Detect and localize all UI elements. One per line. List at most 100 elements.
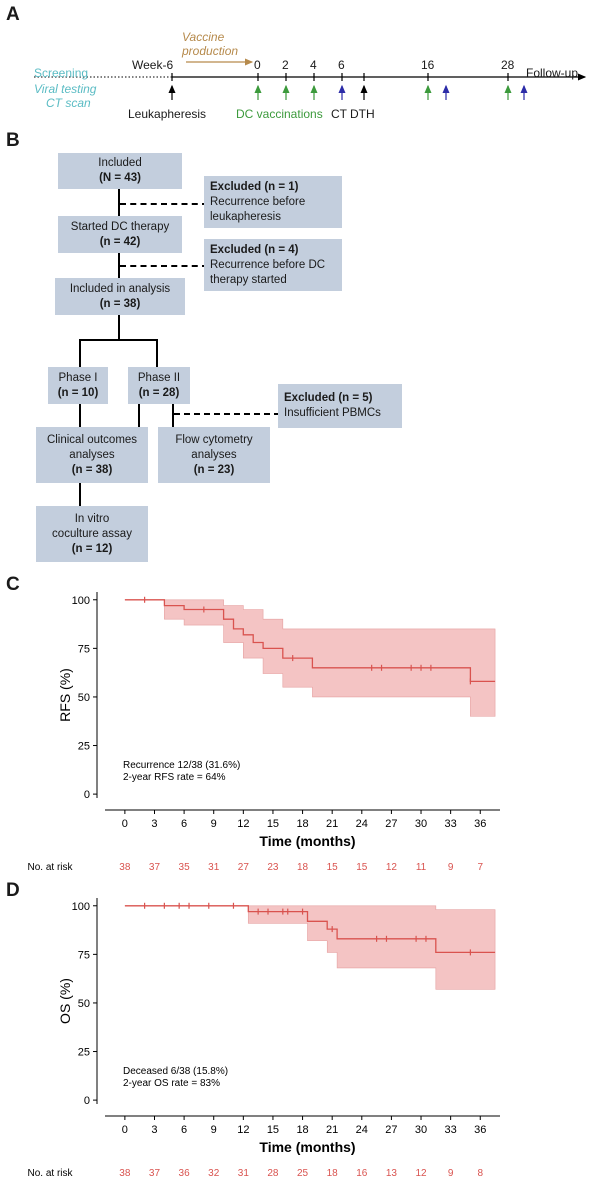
x-tick-label: 27 [385, 818, 397, 830]
x-tick-label: 6 [181, 1124, 187, 1136]
box-phase2-line2: (n = 28) [138, 386, 180, 399]
box-flowcyto-line3: (n = 23) [193, 463, 235, 476]
y-tick-label: 50 [78, 692, 90, 704]
box-included-line2: (N = 43) [99, 172, 141, 184]
box-clinical-line3: (n = 38) [71, 463, 113, 476]
at-risk-count: 32 [208, 1168, 220, 1179]
box-invitro-line1: In vitro [74, 512, 110, 525]
ct-label: CT [331, 107, 347, 121]
x-tick-label: 27 [385, 1124, 397, 1136]
at-risk-count: 27 [238, 862, 250, 873]
x-tick-label: 12 [237, 818, 249, 830]
viral-testing-label: Viral testing [34, 82, 97, 96]
connector [79, 339, 158, 341]
box-flowcyto-line1: Flow cytometry [175, 433, 253, 446]
at-risk-count: 31 [238, 1168, 250, 1179]
follow-up-label: Follow-up [526, 66, 579, 80]
tick-label-28: 28 [501, 58, 515, 72]
box-excluded-3: Excluded (n = 5) Insufficient PBMCs [278, 384, 402, 428]
exclusion-connector [120, 203, 208, 205]
y-axis-title: RFS (%) [57, 668, 73, 722]
box-invitro-line3: (n = 12) [71, 542, 113, 555]
at-risk-count: 9 [448, 862, 454, 873]
survival-curve [124, 905, 496, 954]
x-tick-label: 6 [181, 818, 187, 830]
connector [138, 403, 140, 427]
box-excluded-1-line2: leukapheresis [210, 210, 281, 223]
x-tick-label: 21 [326, 1124, 338, 1136]
x-tick-label: 36 [474, 818, 486, 830]
event-summary: Deceased 6/38 (15.8%) [123, 1066, 228, 1077]
x-tick-label: 3 [151, 818, 157, 830]
at-risk-count: 31 [208, 862, 220, 873]
box-included-line1: Included [98, 157, 142, 169]
y-tick-label: 75 [78, 643, 90, 655]
y-tick-label: 50 [78, 998, 90, 1010]
connector [79, 482, 81, 506]
at-risk-label: No. at risk [27, 1168, 73, 1179]
x-tick-label: 24 [356, 818, 368, 830]
box-started-dc: Started DC therapy (n = 42) [58, 216, 182, 253]
tick-label-6: 6 [338, 58, 345, 72]
box-phase2-line1: Phase II [137, 371, 181, 384]
at-risk-count: 18 [297, 862, 309, 873]
connector [118, 252, 120, 278]
box-analysis-line2: (n = 38) [99, 297, 141, 310]
at-risk-count: 7 [477, 862, 483, 873]
at-risk-count: 35 [179, 862, 191, 873]
exclusion-connector [120, 265, 208, 267]
y-tick-label: 25 [78, 741, 90, 753]
box-phase1-line1: Phase I [58, 371, 98, 384]
box-phase1-line2: (n = 10) [57, 386, 99, 399]
y-tick-label: 0 [84, 1095, 90, 1107]
x-tick-label: 30 [415, 818, 427, 830]
at-risk-count: 11 [416, 862, 427, 873]
x-tick-label: 0 [122, 818, 128, 830]
box-excluded-1-head: Excluded (n = 1) [210, 180, 299, 193]
box-included-analysis: Included in analysis (n = 38) [55, 278, 185, 315]
x-axis-title: Time (months) [259, 1139, 355, 1155]
y-axis-title: OS (%) [57, 978, 73, 1024]
dc-vaccinations-label: DC vaccinations [236, 107, 323, 121]
box-excluded-2-head: Excluded (n = 4) [210, 243, 299, 256]
x-axis-title: Time (months) [259, 833, 355, 849]
box-started-line1: Started DC therapy [70, 220, 170, 233]
x-tick-label: 9 [211, 818, 217, 830]
at-risk-count: 9 [448, 1168, 454, 1179]
at-risk-count: 13 [386, 1168, 398, 1179]
at-risk-count: 15 [327, 862, 339, 873]
event-summary: Recurrence 12/38 (31.6%) [123, 760, 240, 771]
at-risk-count: 25 [297, 1168, 309, 1179]
box-excluded-2: Excluded (n = 4) Recurrence before DC th… [204, 239, 342, 291]
box-excluded-3-line1: Insufficient PBMCs [284, 407, 381, 419]
connector [118, 314, 120, 340]
x-tick-label: 9 [211, 1124, 217, 1136]
panel-d-label: D [6, 880, 20, 901]
box-excluded-1: Excluded (n = 1) Recurrence before leuka… [204, 176, 342, 228]
at-risk-count: 38 [119, 1168, 131, 1179]
at-risk-count: 28 [267, 1168, 279, 1179]
x-tick-label: 36 [474, 1124, 486, 1136]
x-tick-label: 0 [122, 1124, 128, 1136]
confidence-band [124, 905, 496, 990]
box-included: Included (N = 43) [58, 153, 182, 189]
y-tick-label: 75 [78, 949, 90, 961]
screening-label: Screening [34, 66, 89, 80]
rate-summary: 2-year OS rate = 83% [123, 1078, 220, 1089]
at-risk-count: 12 [386, 862, 398, 873]
y-tick-label: 25 [78, 1047, 90, 1059]
connector [79, 339, 81, 367]
x-tick-label: 18 [296, 1124, 308, 1136]
tick-label-2: 2 [282, 58, 289, 72]
leukapheresis-label: Leukapheresis [128, 107, 207, 121]
panel-a-label: A [6, 4, 20, 25]
box-analysis-line1: Included in analysis [69, 282, 171, 295]
at-risk-count: 15 [356, 862, 368, 873]
box-clinical-line1: Clinical outcomes [46, 433, 138, 446]
at-risk-count: 16 [356, 1168, 368, 1179]
box-excluded-3-head: Excluded (n = 5) [284, 392, 373, 404]
y-tick-label: 0 [84, 789, 90, 801]
x-tick-label: 33 [445, 1124, 457, 1136]
